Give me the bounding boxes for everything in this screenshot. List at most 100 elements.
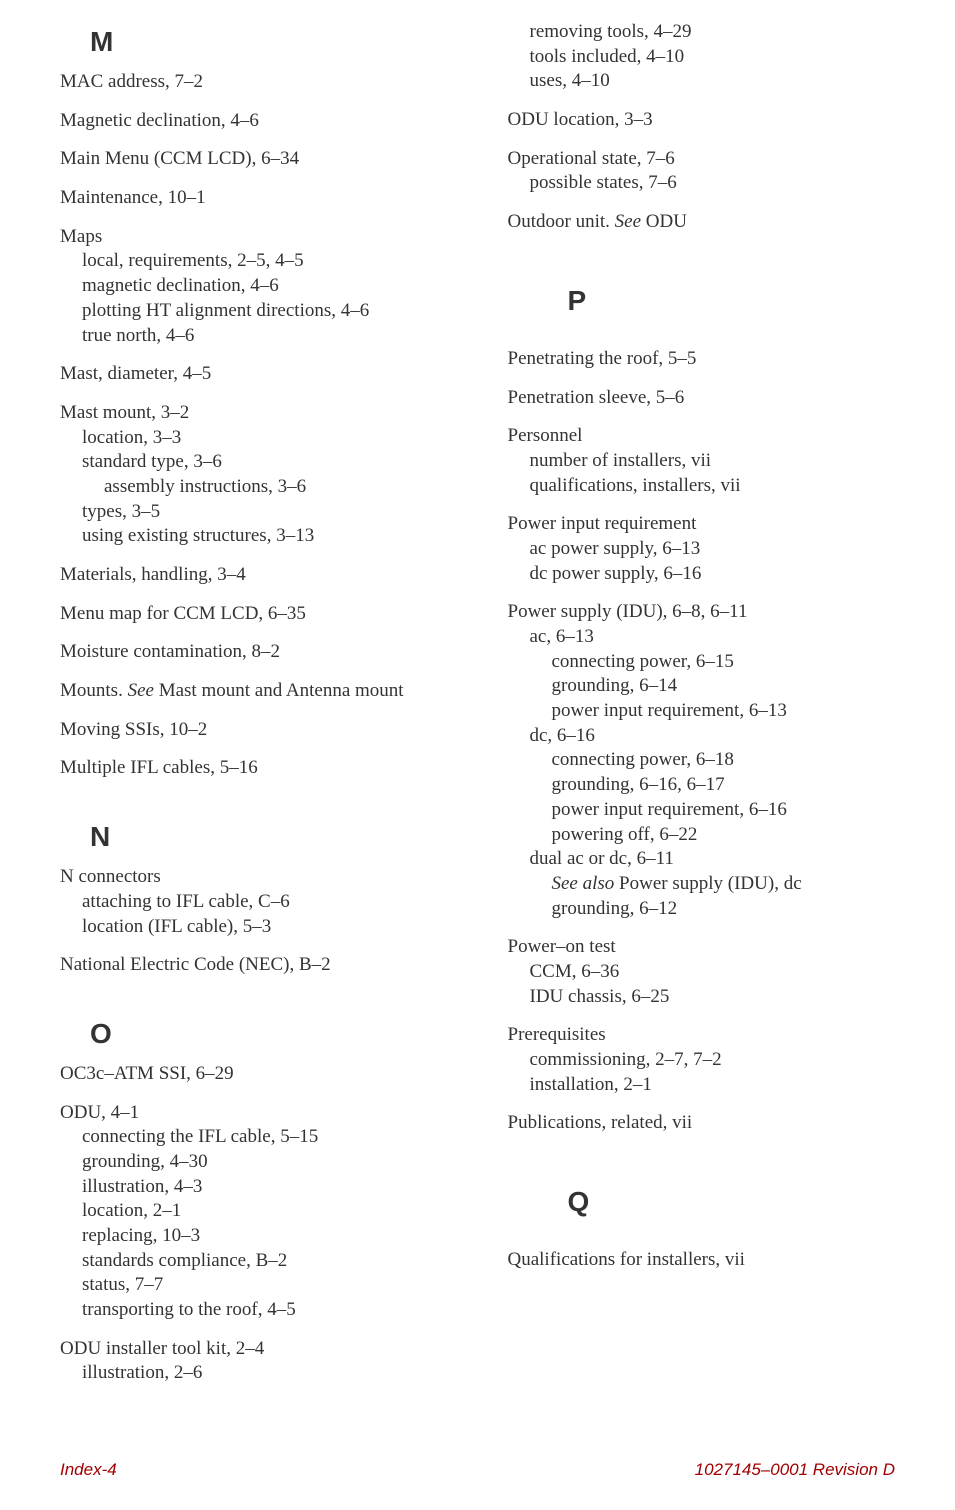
entry-subtext: commissioning, 2–7, 7–2 [508, 1048, 896, 1073]
index-entry: Moisture contamination, 8–2 [60, 640, 448, 665]
entry-post: ODU [641, 211, 687, 232]
index-entry: Multiple IFL cables, 5–16 [60, 756, 448, 781]
index-entry: N connectors attaching to IFL cable, C–6… [60, 865, 448, 939]
entry-text: ODU installer tool kit, 2–4 [60, 1337, 448, 1362]
entry-subtext: dc, 6–16 [508, 724, 896, 749]
footer-left: Index-4 [60, 1460, 117, 1480]
page-footer: Index-4 1027145–0001 Revision D [60, 1460, 895, 1480]
index-entry: Mast mount, 3–2 location, 3–3 standard t… [60, 401, 448, 549]
entry-text: Personnel [508, 424, 896, 449]
entry-subtext: true north, 4–6 [60, 324, 448, 349]
entry-subtext: grounding, 4–30 [60, 1150, 448, 1175]
index-entry: Mounts. See Mast mount and Antenna mount [60, 679, 448, 704]
index-entry: removing tools, 4–29 tools included, 4–1… [508, 20, 896, 94]
entry-text: Main Menu (CCM LCD), 6–34 [60, 147, 448, 172]
index-entry: OC3c–ATM SSI, 6–29 [60, 1062, 448, 1087]
entry-subtext: IDU chassis, 6–25 [508, 985, 896, 1010]
index-entry: Penetration sleeve, 5–6 [508, 386, 896, 411]
entry-text: Penetrating the roof, 5–5 [508, 347, 896, 372]
entry-text: ODU, 4–1 [60, 1101, 448, 1126]
entry-subtext: using existing structures, 3–13 [60, 524, 448, 549]
entry-text: Moving SSIs, 10–2 [60, 718, 448, 743]
entry-text: Outdoor unit. See ODU [508, 210, 896, 235]
index-entry: ODU installer tool kit, 2–4 illustration… [60, 1337, 448, 1386]
entry-sub2text: grounding, 6–12 [508, 897, 896, 922]
index-entry: Power input requirement ac power supply,… [508, 512, 896, 586]
index-page: M MAC address, 7–2 Magnetic declination,… [0, 0, 955, 1510]
entry-text: Maps [60, 225, 448, 250]
index-entry: Main Menu (CCM LCD), 6–34 [60, 147, 448, 172]
entry-sub2text: connecting power, 6–18 [508, 748, 896, 773]
section-letter-m: M [90, 26, 448, 58]
index-entry: National Electric Code (NEC), B–2 [60, 953, 448, 978]
entry-pre: Mounts. [60, 680, 128, 701]
entry-subtext: types, 3–5 [60, 500, 448, 525]
entry-text: N connectors [60, 865, 448, 890]
index-entry: Maps local, requirements, 2–5, 4–5 magne… [60, 225, 448, 348]
entry-text: Power input requirement [508, 512, 896, 537]
entry-text: Mast, diameter, 4–5 [60, 362, 448, 387]
entry-subtext: location (IFL cable), 5–3 [60, 915, 448, 940]
index-entry: Magnetic declination, 4–6 [60, 109, 448, 134]
entry-subtext: tools included, 4–10 [508, 45, 896, 70]
entry-subtext: CCM, 6–36 [508, 960, 896, 985]
index-entry: Publications, related, vii [508, 1111, 896, 1136]
index-entry: Operational state, 7–6 possible states, … [508, 147, 896, 196]
index-entry: Menu map for CCM LCD, 6–35 [60, 602, 448, 627]
entry-text: Menu map for CCM LCD, 6–35 [60, 602, 448, 627]
entry-text: Magnetic declination, 4–6 [60, 109, 448, 134]
entry-post: Power supply (IDU), dc [614, 873, 801, 894]
entry-subtext: location, 3–3 [60, 426, 448, 451]
entry-text: ODU location, 3–3 [508, 108, 896, 133]
entry-text: Publications, related, vii [508, 1111, 896, 1136]
footer-right: 1027145–0001 Revision D [695, 1460, 895, 1480]
index-entry: Qualifications for installers, vii [508, 1248, 896, 1273]
entry-text: Mounts. See Mast mount and Antenna mount [60, 679, 448, 704]
entry-subtext: connecting the IFL cable, 5–15 [60, 1125, 448, 1150]
section-letter-n: N [90, 821, 448, 853]
entry-subtext: removing tools, 4–29 [508, 20, 896, 45]
columns-wrapper: M MAC address, 7–2 Magnetic declination,… [60, 20, 895, 1400]
see-text: See [128, 680, 154, 701]
entry-subtext: standard type, 3–6 [60, 450, 448, 475]
entry-subtext: plotting HT alignment directions, 4–6 [60, 299, 448, 324]
entry-subtext: possible states, 7–6 [508, 171, 896, 196]
entry-post: Mast mount and Antenna mount [154, 680, 404, 701]
index-entry: Personnel number of installers, vii qual… [508, 424, 896, 498]
entry-sub2text: assembly instructions, 3–6 [60, 475, 448, 500]
entry-subtext: qualifications, installers, vii [508, 474, 896, 499]
entry-sub2text: power input requirement, 6–16 [508, 798, 896, 823]
see-also-text: See also [552, 873, 615, 894]
entry-subtext: location, 2–1 [60, 1199, 448, 1224]
entry-text: Prerequisites [508, 1023, 896, 1048]
entry-text: Moisture contamination, 8–2 [60, 640, 448, 665]
entry-subtext: installation, 2–1 [508, 1073, 896, 1098]
index-entry: ODU, 4–1 connecting the IFL cable, 5–15 … [60, 1101, 448, 1323]
entry-subtext: local, requirements, 2–5, 4–5 [60, 249, 448, 274]
entry-sub2text: grounding, 6–16, 6–17 [508, 773, 896, 798]
entry-text: Maintenance, 10–1 [60, 186, 448, 211]
index-entry: ODU location, 3–3 [508, 108, 896, 133]
left-column: M MAC address, 7–2 Magnetic declination,… [60, 20, 448, 1400]
index-entry: Moving SSIs, 10–2 [60, 718, 448, 743]
entry-sub2text: See also Power supply (IDU), dc [508, 872, 896, 897]
entry-text: OC3c–ATM SSI, 6–29 [60, 1062, 448, 1087]
entry-text: Mast mount, 3–2 [60, 401, 448, 426]
entry-sub2text: power input requirement, 6–13 [508, 699, 896, 724]
entry-sub2text: powering off, 6–22 [508, 823, 896, 848]
index-entry: Power–on test CCM, 6–36 IDU chassis, 6–2… [508, 935, 896, 1009]
entry-text: National Electric Code (NEC), B–2 [60, 953, 448, 978]
entry-text: Power supply (IDU), 6–8, 6–11 [508, 600, 896, 625]
entry-subtext: dual ac or dc, 6–11 [508, 847, 896, 872]
entry-text: Power–on test [508, 935, 896, 960]
entry-subtext: magnetic declination, 4–6 [60, 274, 448, 299]
entry-subtext: standards compliance, B–2 [60, 1249, 448, 1274]
entry-text: Multiple IFL cables, 5–16 [60, 756, 448, 781]
entry-subtext: attaching to IFL cable, C–6 [60, 890, 448, 915]
index-entry: Power supply (IDU), 6–8, 6–11 ac, 6–13 c… [508, 600, 896, 921]
entry-subtext: uses, 4–10 [508, 69, 896, 94]
entry-pre: Outdoor unit. [508, 211, 615, 232]
section-letter-p: P [568, 285, 896, 317]
entry-subtext: ac power supply, 6–13 [508, 537, 896, 562]
right-column: removing tools, 4–29 tools included, 4–1… [508, 20, 896, 1400]
